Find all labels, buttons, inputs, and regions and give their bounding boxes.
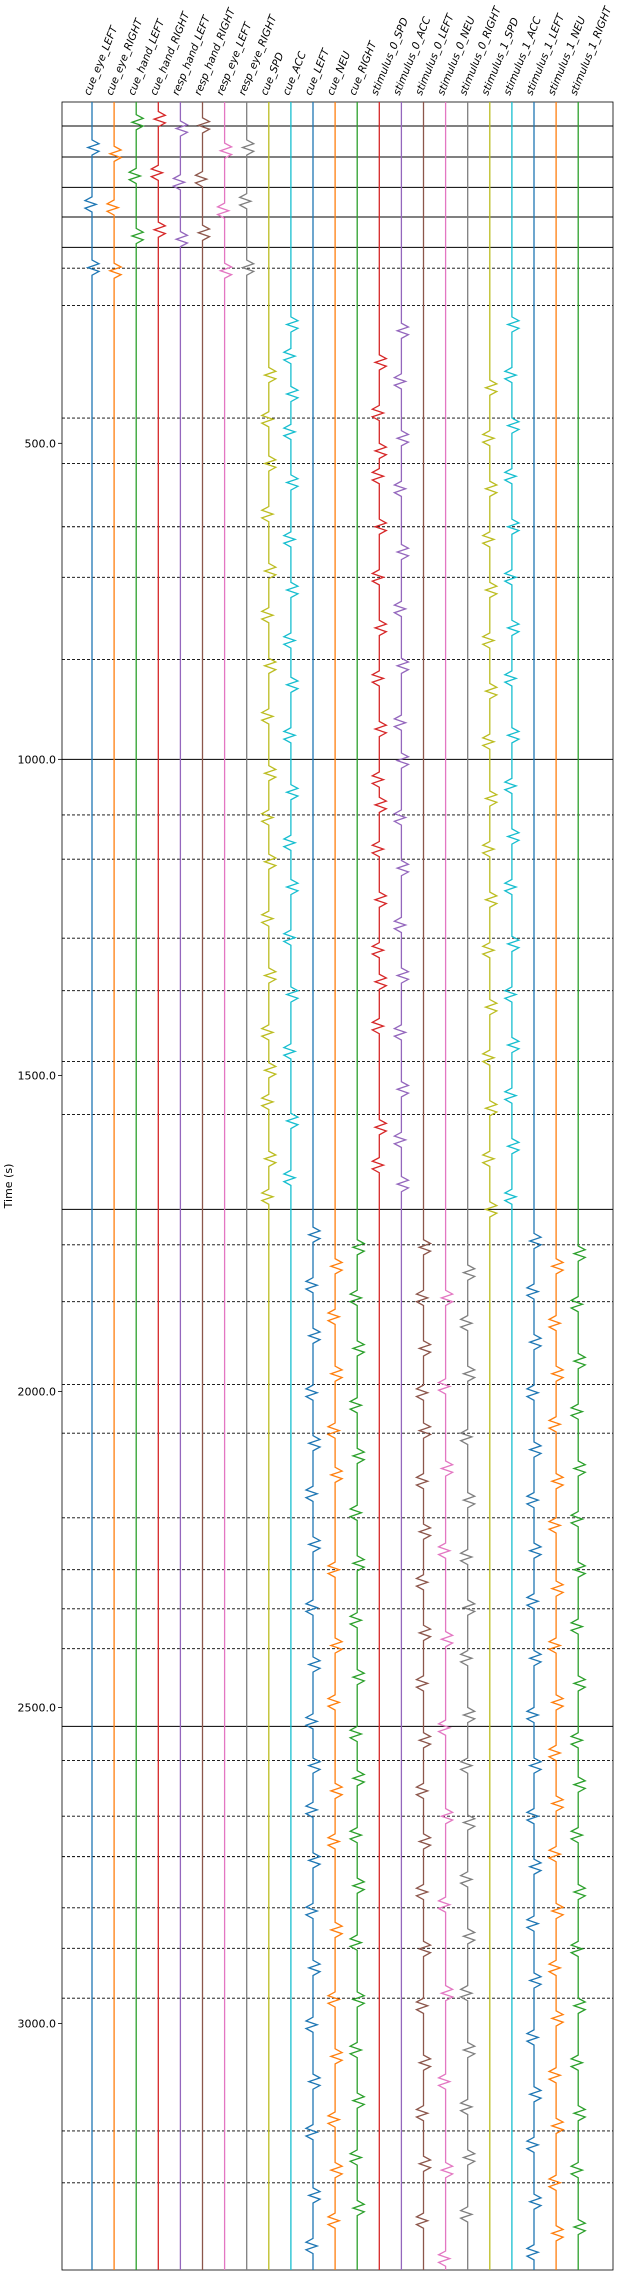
trace-stimulus-1-left bbox=[525, 102, 543, 2270]
y-axis-title: Time (s) bbox=[2, 1164, 15, 1210]
trace-cue-spd bbox=[260, 102, 278, 2270]
y-tick-label: 2500.0 bbox=[18, 1701, 57, 1714]
trace-resp-hand-left bbox=[171, 102, 190, 2270]
plot-area bbox=[61, 101, 614, 2271]
horizontal-event-lines bbox=[62, 125, 613, 2184]
trace-stimulus-1-right bbox=[569, 102, 587, 2270]
trace-stimulus-1-neu bbox=[547, 102, 565, 2270]
trace-resp-eye-left bbox=[215, 102, 234, 2270]
y-tick-label: 500.0 bbox=[25, 437, 57, 450]
y-tick-label: 3000.0 bbox=[18, 2017, 57, 2030]
trace-cue-eye-left bbox=[83, 102, 101, 2270]
channel-traces bbox=[83, 102, 587, 2270]
trace-stimulus-1-acc bbox=[503, 102, 521, 2270]
y-tick-label: 2000.0 bbox=[18, 1385, 57, 1398]
trace-stimulus-0-acc bbox=[392, 102, 411, 2270]
trace-stimulus-0-left bbox=[414, 102, 433, 2270]
trace-stimulus-0-neu bbox=[436, 102, 455, 2270]
y-tick-label: 1000.0 bbox=[18, 753, 57, 766]
trace-resp-hand-right bbox=[193, 102, 212, 2270]
trace-cue-hand-right bbox=[149, 102, 167, 2270]
plot-frame bbox=[61, 101, 614, 2271]
y-axis: 500.0 1000.0 1500.0 2000.0 2500.0 3000.0 bbox=[18, 437, 62, 2030]
column-labels: cue_eye_LEFTcue_eye_RIGHTcue_hand_LEFTcu… bbox=[82, 4, 615, 98]
trace-cue-right bbox=[348, 102, 366, 2270]
trace-cue-neu bbox=[326, 102, 344, 2270]
trace-cue-eye-right bbox=[105, 102, 123, 2270]
y-tick-label: 1500.0 bbox=[18, 1069, 57, 1082]
trace-cue-hand-left bbox=[127, 102, 145, 2270]
trace-cue-acc bbox=[282, 102, 300, 2270]
trace-stimulus-0-right bbox=[459, 102, 477, 2270]
trace-resp-eye-right bbox=[238, 102, 256, 2270]
trace-cue-left bbox=[304, 102, 322, 2270]
trace-stimulus-1-spd bbox=[481, 102, 499, 2270]
trace-stimulus-0-spd bbox=[370, 102, 388, 2270]
